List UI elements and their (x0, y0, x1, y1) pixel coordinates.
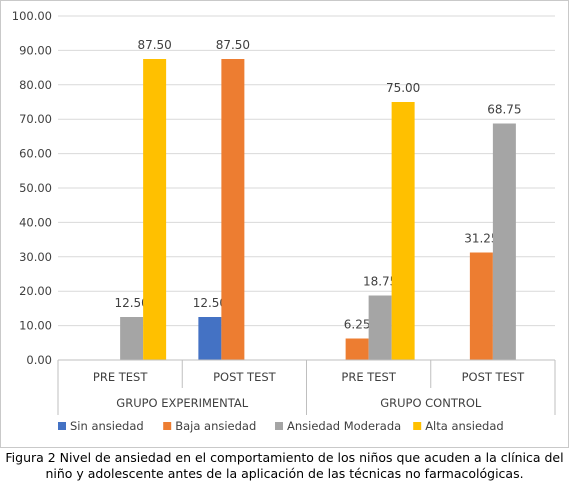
bar (221, 59, 245, 360)
bar (143, 59, 167, 360)
data-label: 12.50 (114, 296, 148, 310)
x-category-label: PRE TEST (93, 370, 148, 384)
y-tick-label: 40.00 (19, 215, 52, 229)
data-label: 12.50 (193, 296, 227, 310)
data-label: 31.25 (464, 232, 498, 246)
y-tick-label: 60.00 (19, 147, 52, 161)
data-label: 87.50 (216, 38, 250, 52)
y-tick-label: 50.00 (19, 181, 52, 195)
caption-line-2: niño y adolescente antes de la aplicació… (45, 466, 524, 481)
y-tick-label: 10.00 (19, 319, 52, 333)
legend-label: Baja ansiedad (175, 419, 256, 433)
legend-swatch (58, 422, 66, 430)
legend-swatch (163, 422, 172, 430)
bar (120, 317, 144, 360)
legend-label: Ansiedad Moderada (287, 419, 401, 433)
y-tick-label: 90.00 (19, 43, 52, 57)
bar (492, 123, 516, 360)
x-category-label: PRE TEST (341, 370, 396, 384)
y-tick-label: 30.00 (19, 250, 52, 264)
y-tick-label: 100.00 (12, 9, 52, 23)
data-label: 6.25 (344, 318, 371, 332)
x-group-label: GRUPO EXPERIMENTAL (116, 396, 248, 410)
caption-line-1: Figura 2 Nivel de ansiedad en el comport… (5, 450, 564, 465)
y-tick-label: 20.00 (19, 284, 52, 298)
bar (198, 317, 222, 360)
legend-swatch (413, 422, 422, 430)
bar-chart: 0.00 10.00 20.00 30.00 40.00 50.00 60.00 70.00 8… (12, 9, 556, 433)
x-group-label: GRUPO CONTROL (380, 396, 482, 410)
data-label: 18.75 (363, 275, 397, 289)
legend-label: Sin ansiedad (70, 419, 144, 433)
data-label: 75.00 (386, 81, 420, 95)
bar (345, 338, 369, 360)
data-label: 87.50 (137, 38, 171, 52)
data-label: 68.75 (487, 103, 521, 117)
x-category-label: POST TEST (213, 370, 277, 384)
figure-caption: Figura 2 Nivel de ansiedad en el comport… (0, 450, 569, 482)
chart-frame (0, 0, 569, 448)
x-category-label: POST TEST (462, 370, 526, 384)
bar (391, 102, 415, 360)
legend-label: Alta ansiedad (425, 419, 504, 433)
y-tick-label: 70.00 (19, 112, 52, 126)
y-tick-label: 0.00 (26, 353, 52, 367)
bar (469, 252, 493, 360)
bar (368, 295, 392, 360)
legend-swatch (275, 422, 283, 430)
y-tick-label: 80.00 (19, 78, 52, 92)
